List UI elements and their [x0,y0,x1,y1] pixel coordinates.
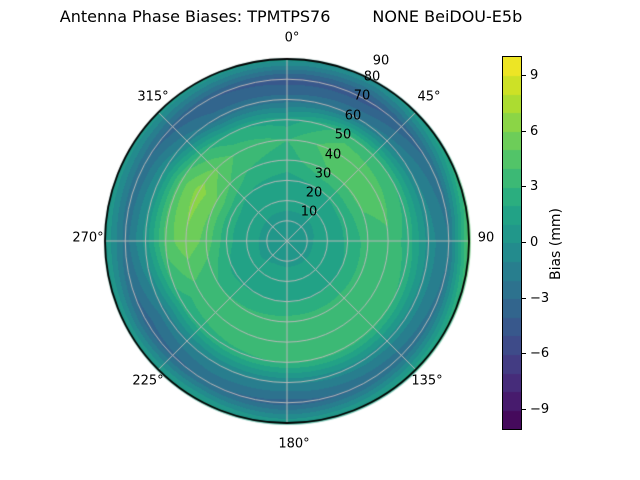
chart-title: Antenna Phase Biases: TPMTPS76 NONE BeiD… [0,7,582,26]
colorbar-tick-6: 6 [530,124,539,139]
colorbar-tickmark [521,242,526,244]
theta-tick-315: 315° [137,89,169,105]
colorbar-tick-m3: −3 [530,291,550,306]
r-tick-80: 80 [363,69,381,85]
r-tick-40: 40 [324,147,342,163]
theta-tick-270: 270° [72,230,104,246]
colorbar-tickmark [521,409,526,411]
colorbar [502,56,522,430]
theta-tick-45: 45° [417,89,441,105]
r-tick-90: 90 [372,53,390,69]
theta-tick-90: 90 [477,230,495,246]
colorbar-tickmark [521,131,526,133]
colorbar-tick-9: 9 [530,68,539,83]
colorbar-tick-m6: −6 [530,346,550,361]
r-tick-50: 50 [334,127,352,143]
theta-tick-0: 0° [284,30,300,46]
theta-tick-135: 135° [411,373,443,389]
theta-tick-225: 225° [132,373,164,389]
colorbar-tick-3: 3 [530,179,539,194]
chart-title-left: Antenna Phase Biases: TPMTPS76 [59,7,331,26]
r-tick-10: 10 [300,204,318,220]
colorbar-tickmark [521,75,526,77]
polar-heatmap-plot [97,51,477,431]
colorbar-tickmark [521,353,526,355]
r-tick-60: 60 [344,108,362,124]
chart-title-right: NONE BeiDOU-E5b [372,7,523,26]
colorbar-tick-m9: −9 [530,402,550,417]
r-tick-30: 30 [314,166,332,182]
theta-tick-180: 180° [278,436,310,452]
colorbar-axis-label: Bias (mm) [548,207,564,281]
r-tick-20: 20 [305,185,323,201]
r-tick-70: 70 [353,88,371,104]
colorbar-tickmark [521,186,526,188]
colorbar-tickmark [521,298,526,300]
colorbar-tick-0: 0 [530,235,539,250]
